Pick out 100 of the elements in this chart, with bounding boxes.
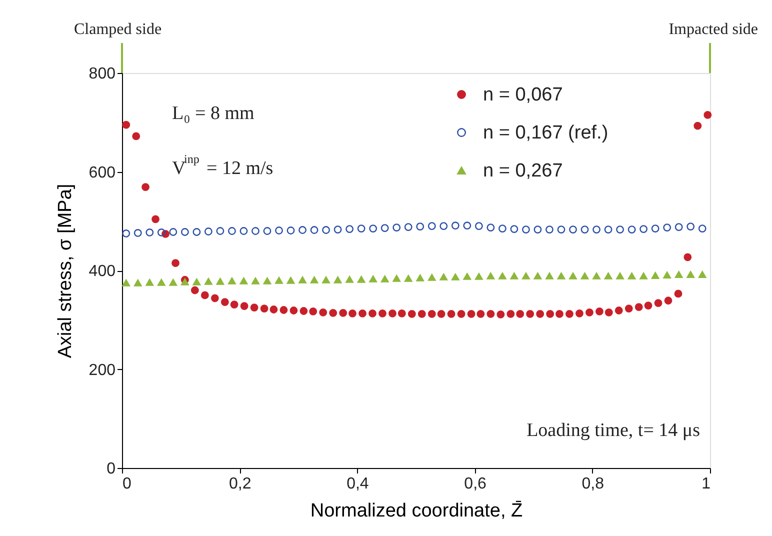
point	[380, 224, 389, 232]
point	[416, 222, 424, 231]
point	[192, 228, 201, 236]
text: Impacted side	[668, 21, 758, 38]
x-tick-label: 1	[702, 476, 711, 492]
point	[152, 215, 160, 224]
point	[628, 226, 636, 234]
point	[418, 310, 426, 318]
text: Clamped side	[74, 21, 162, 38]
point	[640, 225, 648, 233]
point	[122, 279, 130, 286]
point	[437, 310, 446, 318]
point	[122, 120, 130, 129]
point	[592, 272, 600, 280]
point	[230, 300, 238, 309]
x-tick-label: 0,8	[582, 476, 604, 492]
point	[498, 224, 506, 232]
point	[486, 272, 495, 280]
point	[388, 310, 396, 318]
point	[146, 228, 154, 236]
point	[498, 272, 506, 280]
annotation: Loading time, t= 14 μs	[526, 420, 700, 441]
point	[263, 227, 272, 235]
point	[210, 294, 219, 302]
point	[592, 226, 600, 234]
point	[522, 272, 530, 280]
point	[322, 226, 330, 234]
point	[404, 274, 412, 282]
point	[698, 224, 706, 232]
point	[651, 272, 660, 279]
point	[604, 272, 612, 280]
point	[624, 304, 633, 312]
point	[142, 183, 150, 192]
point	[451, 222, 460, 230]
point	[180, 228, 189, 236]
point	[616, 226, 624, 234]
point	[404, 223, 412, 231]
point	[169, 278, 178, 286]
annotation: L₀ = 8 mm	[172, 103, 254, 124]
point	[674, 270, 683, 278]
point	[640, 272, 648, 280]
point	[663, 271, 672, 278]
point	[134, 229, 142, 237]
point	[240, 277, 248, 284]
point	[586, 308, 594, 316]
point	[628, 272, 636, 280]
point	[228, 227, 236, 235]
x-tick-label: 0,2	[228, 476, 252, 492]
point	[496, 310, 505, 318]
point	[526, 310, 534, 318]
point	[346, 225, 354, 233]
point	[534, 226, 542, 234]
point	[428, 310, 436, 318]
point	[240, 302, 248, 310]
point	[644, 302, 652, 310]
point	[146, 278, 154, 286]
point	[408, 310, 416, 318]
point	[447, 310, 456, 318]
point	[358, 310, 366, 318]
point	[663, 224, 672, 232]
point	[368, 310, 376, 318]
point	[684, 253, 692, 262]
point	[216, 227, 224, 235]
point	[260, 304, 268, 312]
point	[392, 274, 401, 282]
point	[252, 227, 260, 235]
point	[428, 274, 436, 281]
point	[275, 226, 283, 234]
point	[557, 226, 566, 234]
point	[704, 111, 712, 119]
point	[339, 309, 348, 317]
point	[536, 310, 544, 318]
point	[698, 270, 706, 278]
point	[596, 308, 604, 316]
point	[357, 276, 366, 283]
point	[398, 310, 406, 318]
point	[298, 226, 306, 234]
point	[557, 272, 566, 280]
point	[286, 226, 295, 234]
point	[440, 222, 448, 230]
point	[463, 272, 472, 280]
point	[651, 224, 660, 232]
point	[604, 226, 612, 234]
y-tick-label: 0	[106, 460, 116, 478]
point	[467, 310, 476, 318]
point	[580, 272, 589, 280]
point	[240, 227, 248, 235]
legend-label: n = 0,167 (ref.)	[483, 122, 608, 144]
y-tick-label: 200	[88, 362, 116, 379]
point	[428, 222, 436, 230]
point	[380, 275, 389, 282]
point	[694, 122, 702, 130]
point	[546, 226, 554, 234]
point	[506, 310, 515, 318]
point	[346, 276, 354, 283]
point	[263, 277, 272, 284]
legend-label: n = 0,267	[483, 160, 563, 182]
point	[190, 286, 199, 294]
point	[569, 226, 577, 234]
point	[546, 272, 554, 280]
